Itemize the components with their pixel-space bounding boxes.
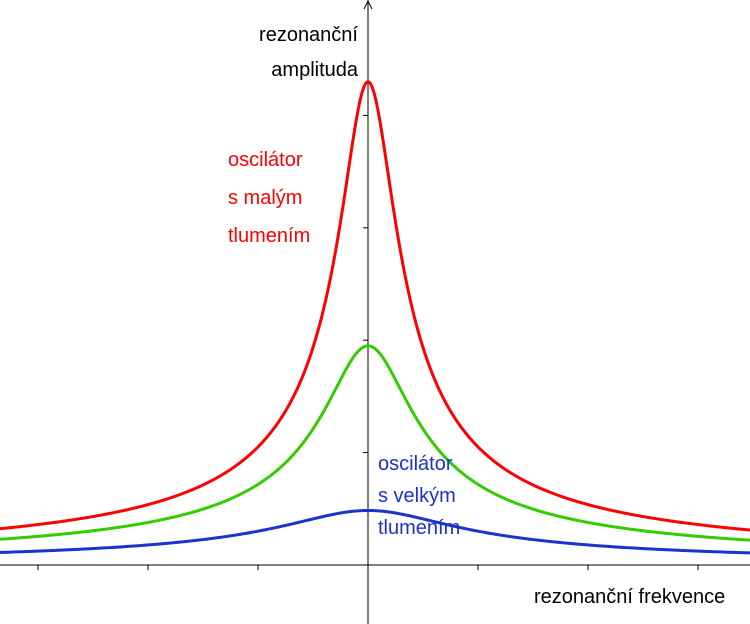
series-line-0 xyxy=(0,80,750,532)
annotation-0-line-1: oscilátor xyxy=(228,149,303,171)
annotation-0-line-2: s malým xyxy=(228,187,302,209)
annotation-1-line-1: oscilátor xyxy=(378,453,453,475)
resonance-curves xyxy=(0,80,750,555)
annotation-0-line-3: tlumením xyxy=(228,225,310,247)
annotation-1-line-2: s velkým xyxy=(378,485,456,507)
y-axis-arrow xyxy=(363,0,373,10)
y-axis-label-line-2: amplituda xyxy=(271,59,359,81)
x-axis-label: rezonanční frekvence xyxy=(534,586,725,608)
series-line-2 xyxy=(0,508,750,555)
y-axis-label-line-1: rezonanční xyxy=(259,24,358,46)
chart-labels: rezonanční amplituda rezonanční frekvence o… xyxy=(228,24,725,608)
series-line-1 xyxy=(0,344,750,542)
annotation-1-line-3: tlumením xyxy=(378,517,460,539)
